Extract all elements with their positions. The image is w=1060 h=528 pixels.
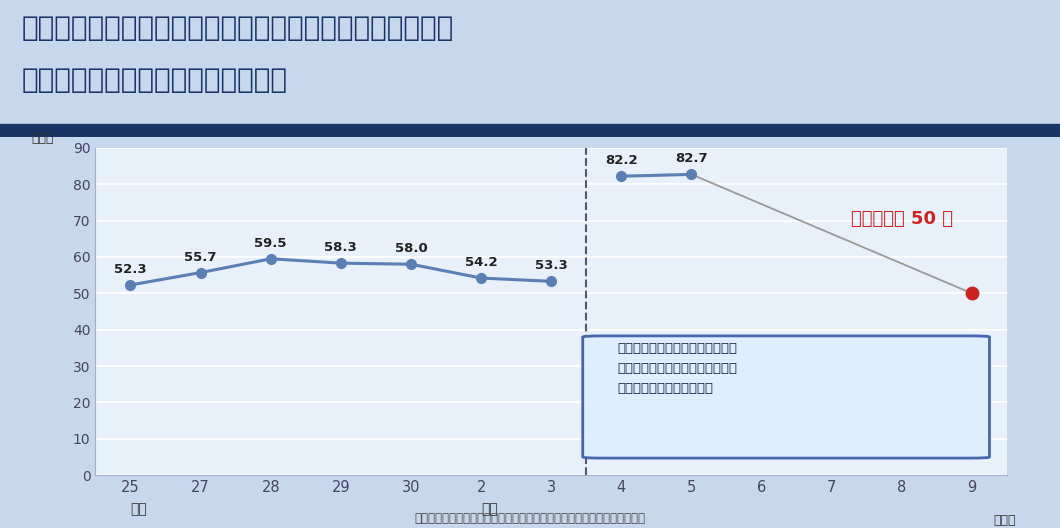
Text: （資料出所）厚生労働省「労働安全衛生調査（実態調査）」をもとに作成: （資料出所）厚生労働省「労働安全衛生調査（実態調査）」をもとに作成 xyxy=(414,512,646,525)
Polygon shape xyxy=(589,362,604,381)
Text: 53.3: 53.3 xyxy=(535,259,567,272)
Text: 82.2: 82.2 xyxy=(605,154,638,167)
Text: 平成: 平成 xyxy=(130,503,147,516)
Polygon shape xyxy=(589,362,604,381)
Text: 54.2: 54.2 xyxy=(464,256,497,269)
Text: 58.3: 58.3 xyxy=(324,241,357,254)
Text: 令和４年調査から設問形式を一部
変更しているため、令和３年以前
との単純比較はできない。: 令和４年調査から設問形式を一部 変更しているため、令和３年以前 との単純比較はで… xyxy=(618,343,738,395)
Text: 令和: 令和 xyxy=(481,503,498,516)
Text: 52.3: 52.3 xyxy=(114,263,146,276)
Text: 59.5: 59.5 xyxy=(254,237,287,250)
Text: ストレスがあるとする労働者の割合: ストレスがあるとする労働者の割合 xyxy=(21,66,287,94)
Text: 大綱の目標 50 ％: 大綱の目標 50 ％ xyxy=(851,210,953,228)
Text: 55.7: 55.7 xyxy=(184,250,217,263)
Text: （％）: （％） xyxy=(32,131,54,145)
Text: 82.7: 82.7 xyxy=(675,152,708,165)
Text: 自分の仕事や職業生活に関することで強い不安、悩み又は: 自分の仕事や職業生活に関することで強い不安、悩み又は xyxy=(21,14,454,42)
Bar xyxy=(0,124,1060,137)
Text: 58.0: 58.0 xyxy=(394,242,427,255)
Text: （年）: （年） xyxy=(993,514,1017,527)
FancyBboxPatch shape xyxy=(583,336,989,458)
